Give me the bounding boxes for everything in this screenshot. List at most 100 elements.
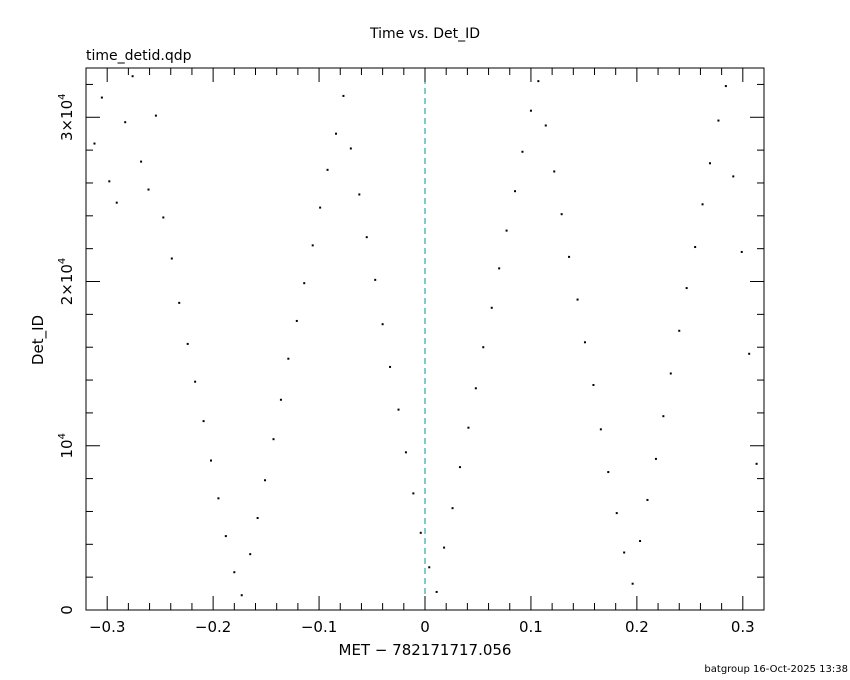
data-point [256,517,259,520]
data-point [115,201,118,204]
data-point [662,415,665,418]
data-point [170,257,173,260]
data-point [374,278,377,281]
x-tick-label: 0.3 [731,618,755,636]
data-point [140,160,143,163]
data-point [505,229,508,232]
data-point [537,80,540,83]
y-tick-label: 104 [57,433,76,458]
data-point [467,426,470,429]
data-points [93,75,758,597]
data-point [342,94,345,97]
data-point [295,319,298,322]
x-tick-label: 0.2 [625,618,649,636]
data-point [100,96,103,99]
y-tick-label: 3×104 [57,93,76,141]
axis-ticks [85,68,765,611]
data-point [358,193,361,196]
chart-subtitle: time_detid.qdp [86,48,192,64]
data-point [240,594,243,597]
data-point [755,462,758,465]
plot-frame [85,67,765,611]
data-point [419,531,422,534]
data-point [303,282,306,285]
data-point [583,341,586,344]
x-axis-label: MET − 782171717.056 [339,641,512,659]
data-point [623,551,626,554]
data-point [124,121,127,124]
data-point [639,540,642,543]
data-point [599,428,602,431]
data-point [272,438,275,441]
footer-timestamp: batgroup 16-Oct-2025 13:38 [704,664,848,675]
data-point [490,306,493,309]
data-point [311,244,314,247]
data-point [521,150,524,153]
data-point [154,114,157,117]
data-point [646,498,649,501]
data-point [147,188,150,191]
data-point [210,459,213,462]
data-point [529,109,532,112]
data-point [428,566,431,569]
data-point [349,147,352,150]
data-point [724,85,727,88]
data-point [669,372,672,375]
data-point [568,255,571,258]
data-point [615,512,618,515]
data-point [708,162,711,165]
data-point [365,236,368,239]
data-point [732,175,735,178]
data-point [435,590,438,593]
data-point [335,132,338,135]
data-point [553,170,556,173]
data-point [560,213,563,216]
x-tick-label: −0.1 [301,618,337,636]
data-point [178,301,181,304]
y-axis-label: Det_ID [29,315,48,365]
data-point [694,246,697,249]
data-point [287,357,290,360]
data-point [162,216,165,219]
x-tick-label: 0 [420,618,430,636]
data-point [381,323,384,326]
data-point [678,329,681,332]
data-point [404,451,407,454]
data-point [701,203,704,206]
data-point [224,535,227,538]
data-point [458,466,461,469]
data-point [498,267,501,270]
data-point [194,380,197,383]
data-point [592,383,595,386]
data-point [631,582,634,585]
data-point [740,250,743,253]
data-point [319,206,322,209]
data-point [607,471,610,474]
data-point [654,457,657,460]
x-tick-label: −0.2 [195,618,231,636]
data-point [186,342,189,345]
data-point [93,142,96,145]
data-point [389,365,392,368]
data-point [748,352,751,355]
data-point [451,507,454,510]
data-point [474,387,477,390]
y-tick-label: 2×104 [57,258,76,306]
data-point [233,571,236,574]
x-tick-label: −0.3 [89,618,125,636]
data-point [412,492,415,495]
data-point [482,346,485,349]
data-point [249,553,252,556]
data-point [131,75,134,78]
data-point [202,420,205,423]
data-point [717,119,720,122]
data-point [514,190,517,193]
data-point [217,497,220,500]
data-point [397,408,400,411]
data-point [576,298,579,301]
tick-labels: −0.3 −0.2 −0.1 0 0.1 0.2 0.3 0 104 2×104 3×104 [57,93,755,636]
x-tick-label: 0.1 [519,618,543,636]
chart-title: Time vs. Det_ID [369,26,480,42]
data-point [685,287,688,290]
